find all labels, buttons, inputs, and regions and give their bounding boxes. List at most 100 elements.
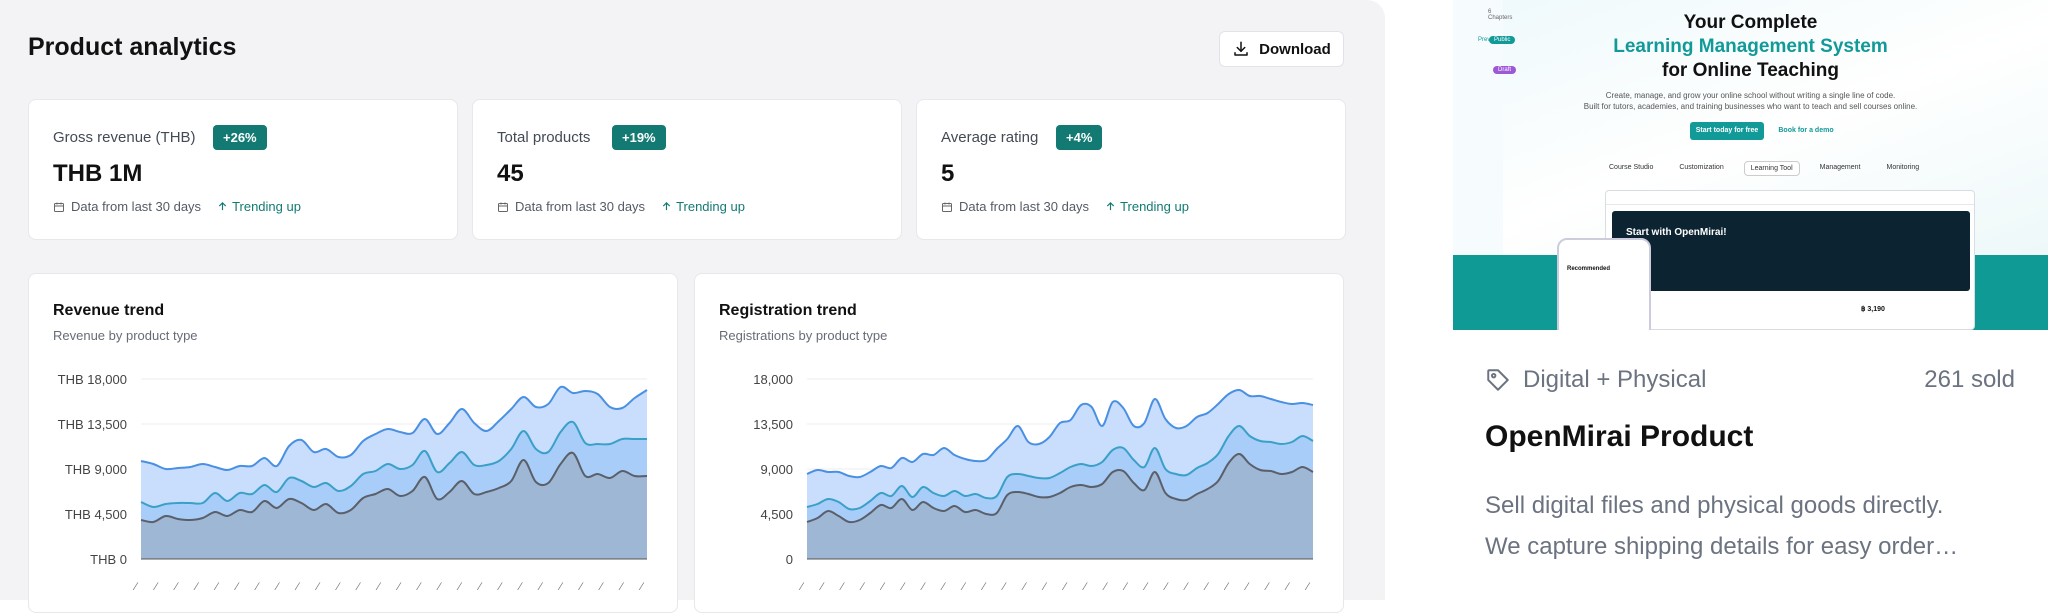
stat-badge: +4%	[1056, 125, 1103, 150]
x-tick-label: ∕	[1102, 581, 1109, 593]
x-tick-label: ∕	[1122, 581, 1129, 593]
series-area	[141, 452, 647, 559]
arrow-up-icon	[1106, 202, 1115, 211]
calendar-icon	[498, 202, 508, 212]
x-tick-label: ∕	[577, 581, 584, 593]
arrow-up-icon	[218, 202, 227, 211]
x-tick-label: ∕	[355, 581, 362, 593]
shot-banner: Start with OpenMirai!	[1612, 211, 1970, 291]
y-tick-label: THB 0	[90, 552, 127, 567]
hero-tab: Management	[1819, 164, 1861, 171]
hero-title-line3: for Online Teaching	[1662, 60, 1839, 81]
stat-meta-text: Data from last 30 days	[959, 199, 1090, 214]
stat-label: Total products	[497, 129, 591, 146]
product-hero-image: 6 Chapters Preview Public Draft Your Com…	[1453, 0, 2048, 330]
x-tick-label: ∕	[798, 581, 805, 593]
product-category: Digital + Physical	[1485, 366, 1706, 394]
stat-label: Gross revenue (THB)	[53, 129, 196, 146]
x-tick-label: ∕	[213, 581, 220, 593]
trend-indicator: Trending up	[661, 199, 745, 214]
product-card[interactable]: 6 Chapters Preview Public Draft Your Com…	[1453, 0, 2048, 588]
x-tick-label: ∕	[233, 581, 240, 593]
y-tick-label: THB 13,500	[58, 417, 127, 432]
hero-tab: Course Studio	[1609, 164, 1654, 171]
download-button[interactable]: Download	[1219, 31, 1344, 67]
series-line	[140, 451, 648, 524]
series-line	[806, 424, 1314, 511]
x-tick-label: ∕	[1041, 581, 1048, 593]
hero-tab: Customization	[1679, 164, 1724, 171]
hero-subtitle-line2: Built for tutors, academies, and trainin…	[1583, 102, 1918, 111]
hero-title-line1: Your Complete	[1683, 12, 1818, 33]
x-tick-label: ∕	[1264, 581, 1271, 593]
hero-price: ฿ 3,190	[1861, 306, 1885, 313]
series-line	[806, 388, 1314, 479]
trend-indicator: Trending up	[217, 199, 301, 214]
trend-text: Trending up	[232, 199, 301, 214]
x-tick-label: ∕	[838, 581, 845, 593]
x-tick-label: ∕	[1142, 581, 1149, 593]
stat-value: THB 1M	[53, 160, 143, 187]
x-tick-label: ∕	[456, 581, 463, 593]
y-tick-label: 9,000	[760, 462, 793, 477]
tag-icon	[1487, 369, 1509, 391]
chart-title: Registration trend	[719, 302, 857, 319]
product-description: Sell digital files and physical goods di…	[1485, 485, 2020, 567]
x-tick-label: ∕	[1284, 581, 1291, 593]
x-tick-label: ∕	[960, 581, 967, 593]
x-tick-label: ∕	[517, 581, 524, 593]
x-tick-label: ∕	[1061, 581, 1068, 593]
hero-cta-primary: Start today for free	[1690, 122, 1764, 140]
category-text: Digital + Physical	[1523, 366, 1707, 393]
chart-svg: 0 4,500 9,000 13,500 18,000 ∕ ∕ ∕ ∕ ∕ ∕ ∕ ∕ ∕ ∕ ∕ ∕ ∕ ∕ ∕ ∕ ∕…	[753, 372, 1314, 593]
x-tick-label: ∕	[496, 581, 503, 593]
series-area	[807, 453, 1313, 559]
x-tick-label: ∕	[152, 581, 159, 593]
x-tick-label: ∕	[294, 581, 301, 593]
x-tick-label: ∕	[172, 581, 179, 593]
stat-value: 45	[497, 160, 524, 187]
phone-title: Recommended	[1567, 266, 1611, 272]
chart-title: Revenue trend	[53, 302, 165, 319]
stat-meta: Data from last 30 days Trending up	[53, 199, 301, 214]
calendar-icon	[942, 202, 952, 212]
x-tick-label: ∕	[1243, 581, 1250, 593]
series-line	[140, 385, 648, 472]
x-tick-label: ∕	[476, 581, 483, 593]
stat-meta: Data from last 30 days Trending up	[497, 199, 745, 214]
y-tick-label: 4,500	[760, 507, 793, 522]
stat-card-revenue: Gross revenue (THB) +26% THB 1M Data fro…	[28, 99, 458, 240]
chart-subtitle: Registrations by product type	[719, 328, 888, 343]
analytics-panel: Product analytics Download Gross revenue…	[0, 0, 1385, 613]
hero-subtitle: Create, manage, and grow your online sch…	[1453, 90, 2048, 112]
hero-tab: Monitoring	[1886, 164, 1920, 171]
x-tick-label: ∕	[1304, 581, 1311, 593]
x-tick-label: ∕	[1183, 581, 1190, 593]
registration-chart-card: Registration trend Registrations by prod…	[694, 273, 1344, 613]
hero-phone-mockup: Recommended	[1557, 238, 1651, 330]
trend-text: Trending up	[1120, 199, 1189, 214]
page-title: Product analytics	[28, 33, 237, 61]
x-tick-label: ∕	[818, 581, 825, 593]
stat-value: 5	[941, 160, 955, 187]
chart-subtitle: Revenue by product type	[53, 328, 198, 343]
x-tick-label: ∕	[618, 581, 625, 593]
x-tick-label: ∕	[638, 581, 645, 593]
stat-meta-text: Data from last 30 days	[515, 199, 646, 214]
hero-feature-tabs: Course Studio Customization Learning Too…	[1603, 161, 1925, 176]
trend-text: Trending up	[676, 199, 745, 214]
x-tick-label: ∕	[557, 581, 564, 593]
y-tick-label: THB 4,500	[65, 507, 127, 522]
trend-indicator: Trending up	[1105, 199, 1189, 214]
x-tick-label: ∕	[395, 581, 402, 593]
stat-badge: +19%	[612, 125, 666, 150]
x-tick-label: ∕	[859, 581, 866, 593]
x-tick-label: ∕	[1162, 581, 1169, 593]
y-tick-label: 0	[786, 552, 793, 567]
product-name: OpenMirai Product	[1485, 420, 1754, 453]
y-tick-label: THB 18,000	[58, 372, 127, 387]
x-tick-label: ∕	[334, 581, 341, 593]
y-tick-label: 18,000	[753, 372, 793, 387]
preview-chip: Preview	[1473, 36, 1504, 44]
x-tick-label: ∕	[314, 581, 321, 593]
